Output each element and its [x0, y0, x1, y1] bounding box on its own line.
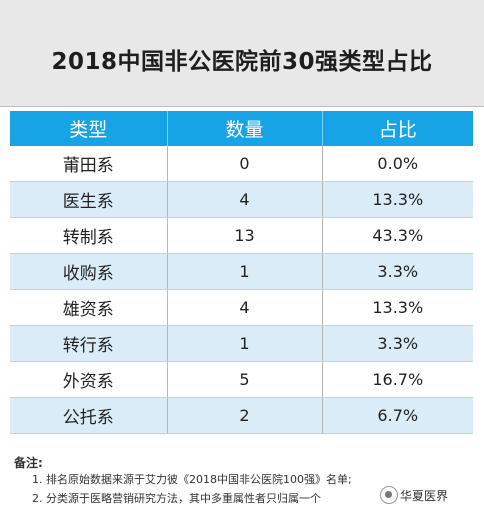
table-row: 收购系 1 3.3% [10, 253, 473, 290]
table-row: 医生系 4 13.3% [10, 181, 473, 218]
note-item: 1. 排名原始数据来源于艾力彼《2018中国非公医院100强》名单; [32, 473, 352, 486]
data-table: 类型 数量 占比 莆田系 0 0.0% 医生系 4 13.3% 转制系 13 4… [10, 111, 473, 434]
cell-type: 莆田系 [10, 146, 168, 182]
cell-type: 公托系 [10, 397, 168, 434]
cell-ratio: 3.3% [322, 253, 473, 290]
table-row: 转制系 13 43.3% [10, 217, 473, 254]
cell-type: 转制系 [10, 217, 168, 254]
title-bar [0, 0, 484, 107]
cell-type: 医生系 [10, 181, 168, 218]
cell-ratio: 13.3% [322, 289, 473, 326]
table-row: 转行系 1 3.3% [10, 325, 473, 362]
wechat-logo-icon [380, 486, 398, 504]
cell-ratio: 13.3% [322, 181, 473, 218]
cell-count: 5 [167, 361, 323, 398]
header-type: 类型 [10, 111, 168, 146]
cell-count: 4 [167, 181, 323, 218]
page-title: 2018中国非公医院前30强类型占比 [51, 49, 433, 75]
cell-ratio: 3.3% [322, 325, 473, 362]
notes-heading: 备注: [14, 456, 43, 470]
cell-count: 13 [167, 217, 323, 254]
cell-type: 外资系 [10, 361, 168, 398]
table-row: 公托系 2 6.7% [10, 397, 473, 434]
cell-ratio: 16.7% [322, 361, 473, 398]
table-header-row: 类型 数量 占比 [10, 111, 473, 146]
cell-type: 雄资系 [10, 289, 168, 326]
note-item: 2. 分类源于医略营销研究方法，其中多重属性者只归属一个 [32, 492, 321, 505]
watermark-text: 华夏医界 [400, 488, 449, 503]
header-ratio: 占比 [322, 111, 473, 146]
header-count: 数量 [167, 111, 323, 146]
cell-count: 1 [167, 253, 323, 290]
table-row: 莆田系 0 0.0% [10, 146, 473, 182]
cell-count: 0 [167, 146, 323, 182]
table-row: 雄资系 4 13.3% [10, 289, 473, 326]
cell-count: 4 [167, 289, 323, 326]
cell-count: 2 [167, 397, 323, 434]
cell-ratio: 0.0% [322, 146, 473, 182]
table-row: 外资系 5 16.7% [10, 361, 473, 398]
cell-ratio: 43.3% [322, 217, 473, 254]
cell-type: 收购系 [10, 253, 168, 290]
cell-ratio: 6.7% [322, 397, 473, 434]
watermark: 华夏医界 [380, 486, 448, 504]
cell-count: 1 [167, 325, 323, 362]
cell-type: 转行系 [10, 325, 168, 362]
